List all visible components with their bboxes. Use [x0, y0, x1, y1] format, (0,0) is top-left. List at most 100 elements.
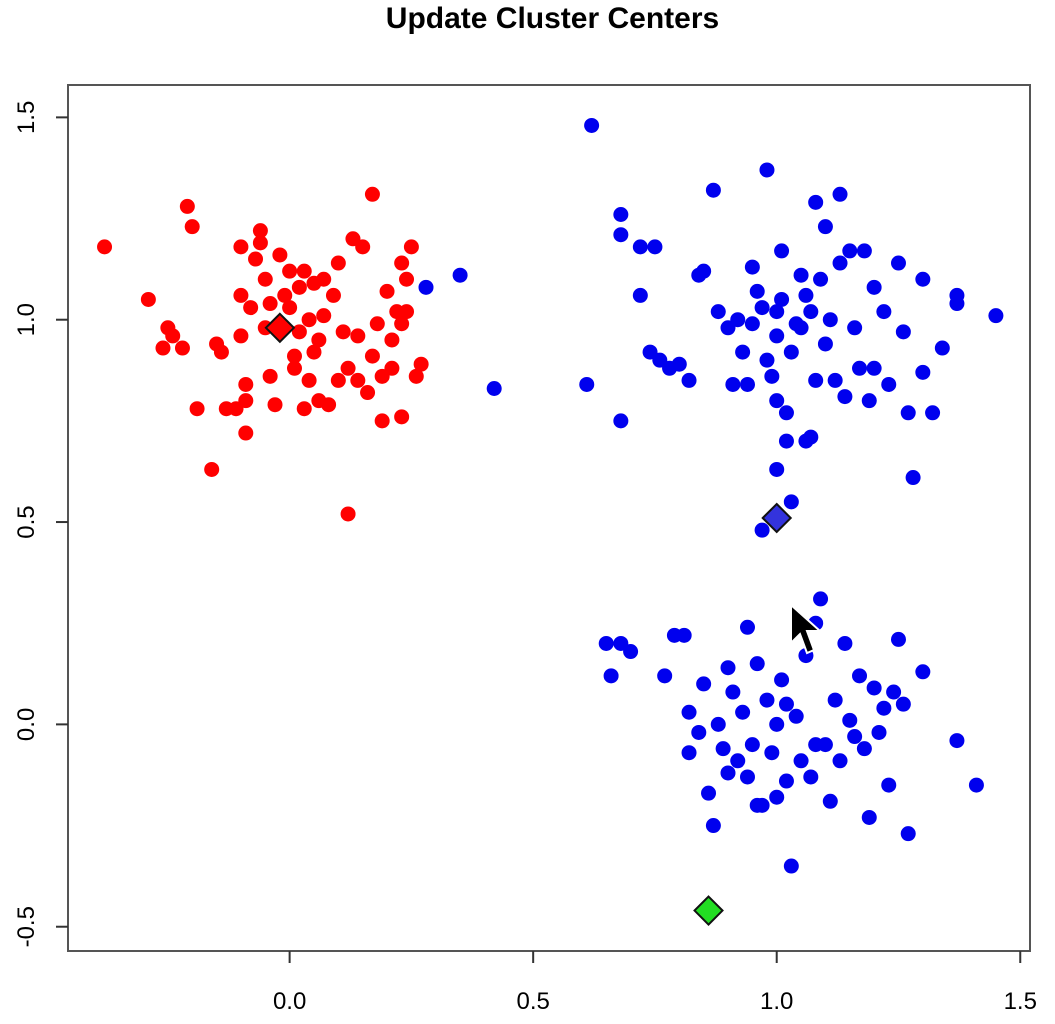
data-point [866, 279, 882, 295]
data-point [340, 360, 356, 376]
data-point [895, 696, 911, 712]
data-point [730, 753, 746, 769]
data-point [871, 724, 887, 740]
data-point [793, 267, 809, 283]
data-point [735, 344, 751, 360]
data-point [769, 393, 785, 409]
data-point [832, 255, 848, 271]
mouse-cursor-icon [790, 603, 823, 655]
data-point [189, 401, 205, 417]
data-point [399, 271, 415, 287]
data-point [296, 263, 312, 279]
data-point [861, 393, 877, 409]
data-point [886, 684, 902, 700]
data-point [856, 243, 872, 259]
data-point [213, 344, 229, 360]
data-point [739, 769, 755, 785]
data-point [778, 773, 794, 789]
data-point [277, 287, 293, 303]
data-point [394, 409, 410, 425]
data-point [832, 186, 848, 202]
data-point [613, 227, 629, 243]
data-point [252, 235, 268, 251]
data-point [623, 644, 639, 660]
plot-frame [67, 84, 1031, 952]
data-point [705, 182, 721, 198]
data-point [890, 255, 906, 271]
data-point [856, 741, 872, 757]
data-point [754, 522, 770, 538]
data-point [900, 405, 916, 421]
data-point [262, 368, 278, 384]
data-point [798, 287, 814, 303]
data-point [793, 320, 809, 336]
data-point [725, 684, 741, 700]
data-point [267, 397, 283, 413]
data-point [881, 376, 897, 392]
data-point [759, 692, 775, 708]
data-point [286, 348, 302, 364]
data-point [696, 676, 712, 692]
data-point [866, 360, 882, 376]
data-point [355, 239, 371, 255]
data-point [316, 308, 332, 324]
data-point [311, 332, 327, 348]
data-point [803, 429, 819, 445]
data-point [394, 255, 410, 271]
data-point [174, 340, 190, 356]
data-point [934, 340, 950, 356]
data-point [774, 672, 790, 688]
data-point [282, 300, 298, 316]
data-point [238, 425, 254, 441]
data-point [272, 247, 288, 263]
data-point [730, 312, 746, 328]
data-point [725, 376, 741, 392]
data-point [915, 664, 931, 680]
y-tick-label: 0.0 [13, 708, 40, 741]
data-point [783, 494, 799, 510]
data-point [613, 413, 629, 429]
data-point [774, 243, 790, 259]
data-point [813, 591, 829, 607]
data-point [486, 381, 502, 397]
cluster-centers [264, 312, 793, 926]
cluster-center-marker [761, 502, 793, 534]
data-point [282, 263, 298, 279]
data-point [720, 765, 736, 781]
data-point [579, 376, 595, 392]
y-tick-label: 1.5 [13, 101, 40, 134]
data-point [749, 797, 765, 813]
data-point [632, 287, 648, 303]
data-point [681, 372, 697, 388]
data-point [715, 741, 731, 757]
data-point [408, 368, 424, 384]
data-point [233, 287, 249, 303]
data-point [155, 340, 171, 356]
data-point [876, 700, 892, 716]
data-point [759, 352, 775, 368]
data-point [890, 631, 906, 647]
data-point [238, 376, 254, 392]
data-point [696, 263, 712, 279]
data-point [968, 777, 984, 793]
data-point [584, 117, 600, 133]
x-tick-label: 0.0 [273, 988, 306, 1015]
data-point [238, 393, 254, 409]
data-point [842, 243, 858, 259]
data-point [286, 360, 302, 376]
data-point [369, 316, 385, 332]
data-point [384, 360, 400, 376]
data-point [233, 328, 249, 344]
data-point [720, 660, 736, 676]
data-point [988, 308, 1004, 324]
data-point [184, 219, 200, 235]
data-point [681, 704, 697, 720]
data-point [710, 716, 726, 732]
data-point [350, 328, 366, 344]
data-point [676, 627, 692, 643]
data-point [710, 304, 726, 320]
data-point [301, 312, 317, 328]
data-point [749, 283, 765, 299]
data-point [852, 668, 868, 684]
data-point [691, 724, 707, 740]
